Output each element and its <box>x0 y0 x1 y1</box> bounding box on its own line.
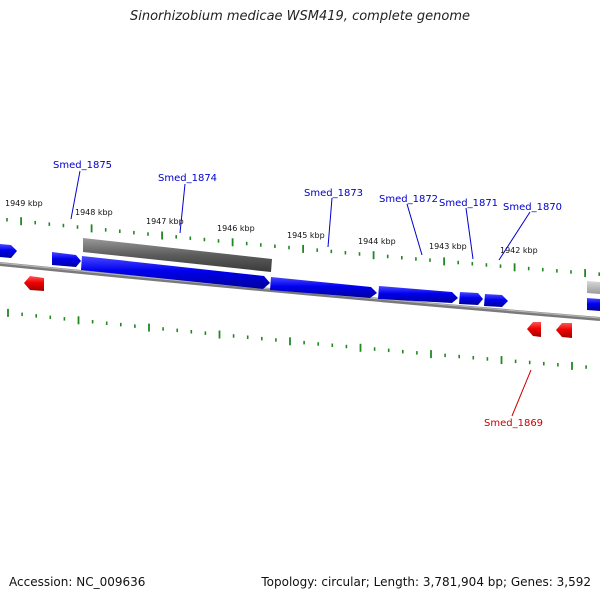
forward-gene-arrow[interactable] <box>52 252 81 267</box>
reverse-genes <box>24 276 572 338</box>
reverse-gene-arrow[interactable] <box>527 322 541 337</box>
reverse-gene-arrow[interactable] <box>556 323 572 338</box>
kbp-label: 1946 kbp <box>217 224 255 233</box>
tick-marks-upper <box>6 217 600 278</box>
gene-label-smed-1873[interactable]: Smed_1873 <box>304 188 363 199</box>
kbp-label: 1944 kbp <box>358 237 396 246</box>
kbp-label: 1943 kbp <box>429 242 467 251</box>
forward-gene-arrow[interactable] <box>484 294 508 307</box>
kbp-label: 1947 kbp <box>146 217 184 226</box>
gene-label-smed-1869[interactable]: Smed_1869 <box>484 418 543 429</box>
label-leaders <box>70 170 532 417</box>
genome-backbone <box>0 262 600 321</box>
reverse-gene-arrow[interactable] <box>24 276 44 291</box>
genome-summary: Topology: circular; Length: 3,781,904 bp… <box>261 575 591 589</box>
kbp-label: 1948 kbp <box>75 208 113 217</box>
kbp-label: 1945 kbp <box>287 231 325 240</box>
forward-gene-arrow[interactable] <box>378 286 458 303</box>
forward-gene-arrow[interactable] <box>270 277 377 298</box>
gene-label-smed-1870[interactable]: Smed_1870 <box>503 202 562 213</box>
forward-gene-arrow[interactable] <box>459 292 483 305</box>
kbp-label: 1942 kbp <box>500 246 538 255</box>
tick-marks-lower <box>7 308 587 370</box>
forward-gene-arrow[interactable] <box>0 244 17 258</box>
kbp-label: 1949 kbp <box>5 199 43 208</box>
gene-label-smed-1875[interactable]: Smed_1875 <box>53 160 112 171</box>
gene-label-smed-1872[interactable]: Smed_1872 <box>379 194 438 205</box>
forward-gene-arrow[interactable] <box>587 298 600 311</box>
accession-label: Accession: NC_009636 <box>9 575 146 589</box>
highlighted-region-right[interactable] <box>587 281 600 294</box>
forward-genes <box>0 244 600 311</box>
highlighted-region[interactable] <box>83 238 272 272</box>
forward-gene-arrow[interactable] <box>81 256 270 289</box>
genome-title: Sinorhizobium medicae WSM419, complete g… <box>129 9 471 24</box>
gene-label-smed-1871[interactable]: Smed_1871 <box>439 198 498 209</box>
gene-label-smed-1874[interactable]: Smed_1874 <box>158 173 217 184</box>
